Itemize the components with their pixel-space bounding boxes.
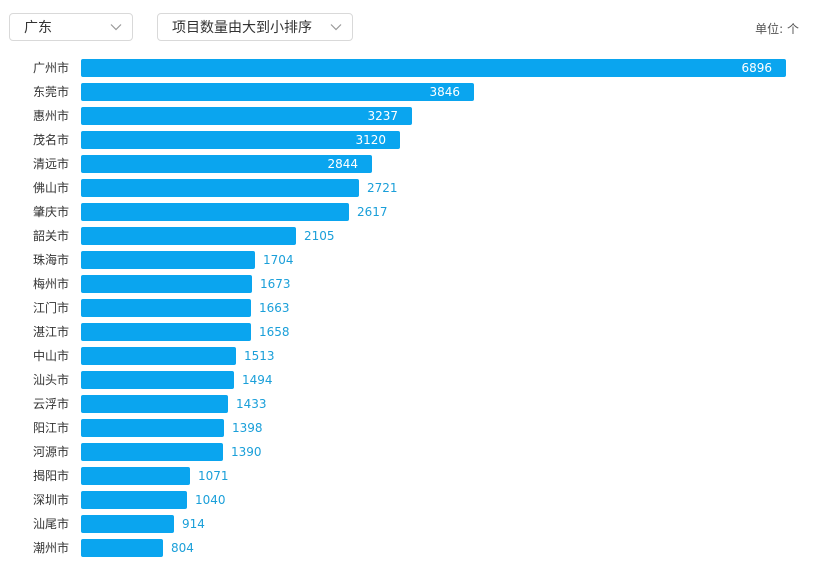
- bar-value-label: 1513: [244, 349, 275, 363]
- bar[interactable]: [81, 155, 372, 173]
- bar[interactable]: [81, 347, 236, 365]
- bar[interactable]: [81, 275, 252, 293]
- category-label: 韶关市: [33, 228, 69, 243]
- bar-value-label: 2721: [367, 181, 398, 195]
- bar-value-label: 3846: [429, 85, 460, 99]
- bar[interactable]: [81, 539, 163, 557]
- category-label: 东莞市: [33, 84, 69, 99]
- bar-value-label: 3237: [367, 109, 398, 123]
- category-label: 肇庆市: [33, 204, 69, 219]
- bar[interactable]: [81, 491, 187, 509]
- bar[interactable]: [81, 179, 359, 197]
- bar[interactable]: [81, 227, 296, 245]
- bar-value-label: 1663: [259, 301, 290, 315]
- sort-select-value: 项目数量由大到小排序: [172, 20, 312, 36]
- unit-label: 单位: 个: [755, 20, 799, 37]
- bar-value-label: 1433: [236, 397, 267, 411]
- bar[interactable]: [81, 299, 251, 317]
- bar-value-label: 2105: [304, 229, 335, 243]
- category-label: 江门市: [33, 300, 69, 315]
- bar-value-label: 1398: [232, 421, 263, 435]
- category-label: 珠海市: [33, 252, 69, 267]
- bar[interactable]: [81, 419, 224, 437]
- category-label: 揭阳市: [33, 468, 69, 483]
- bar[interactable]: [81, 323, 251, 341]
- category-label: 茂名市: [33, 132, 69, 147]
- category-label: 汕尾市: [33, 516, 69, 531]
- bar[interactable]: [81, 83, 474, 101]
- category-label: 湛江市: [33, 324, 69, 339]
- category-label: 广州市: [33, 60, 69, 75]
- category-label: 梅州市: [33, 276, 69, 291]
- bar[interactable]: [81, 251, 255, 269]
- bar[interactable]: [81, 443, 223, 461]
- category-label: 佛山市: [33, 180, 69, 195]
- bar[interactable]: [81, 467, 190, 485]
- bar[interactable]: [81, 395, 228, 413]
- bar[interactable]: [81, 515, 174, 533]
- bar-value-label: 1494: [242, 373, 273, 387]
- bar-value-label: 6896: [741, 61, 772, 75]
- bar-value-label: 1390: [231, 445, 262, 459]
- category-label: 阳江市: [33, 420, 69, 435]
- bar-value-label: 1673: [260, 277, 291, 291]
- bar[interactable]: [81, 203, 349, 221]
- bar[interactable]: [81, 371, 234, 389]
- bar-value-label: 2617: [357, 205, 388, 219]
- sort-select[interactable]: 项目数量由大到小排序: [157, 13, 353, 41]
- category-label: 清远市: [33, 156, 69, 171]
- category-label: 深圳市: [33, 492, 69, 507]
- bar-value-label: 1071: [198, 469, 229, 483]
- bar[interactable]: [81, 131, 400, 149]
- unit-label-text: 单位:: [755, 22, 784, 36]
- bar-value-label: 1704: [263, 253, 294, 267]
- bar-value-label: 1658: [259, 325, 290, 339]
- category-label: 汕头市: [33, 372, 69, 387]
- unit-value: 个: [786, 22, 799, 36]
- bar[interactable]: [81, 59, 786, 77]
- bar-value-label: 1040: [195, 493, 226, 507]
- region-select[interactable]: 广东: [9, 13, 133, 41]
- category-label: 云浮市: [33, 396, 69, 411]
- bar-value-label: 2844: [327, 157, 358, 171]
- category-label: 惠州市: [33, 108, 69, 123]
- bar-value-label: 914: [182, 517, 205, 531]
- region-select-value: 广东: [24, 20, 52, 36]
- bar[interactable]: [81, 107, 412, 125]
- chevron-down-icon: [110, 21, 122, 33]
- category-label: 中山市: [33, 348, 69, 363]
- category-label: 潮州市: [33, 540, 69, 555]
- bar-value-label: 3120: [355, 133, 386, 147]
- category-label: 河源市: [33, 444, 69, 459]
- bar-value-label: 804: [171, 541, 194, 555]
- chevron-down-icon: [330, 21, 342, 33]
